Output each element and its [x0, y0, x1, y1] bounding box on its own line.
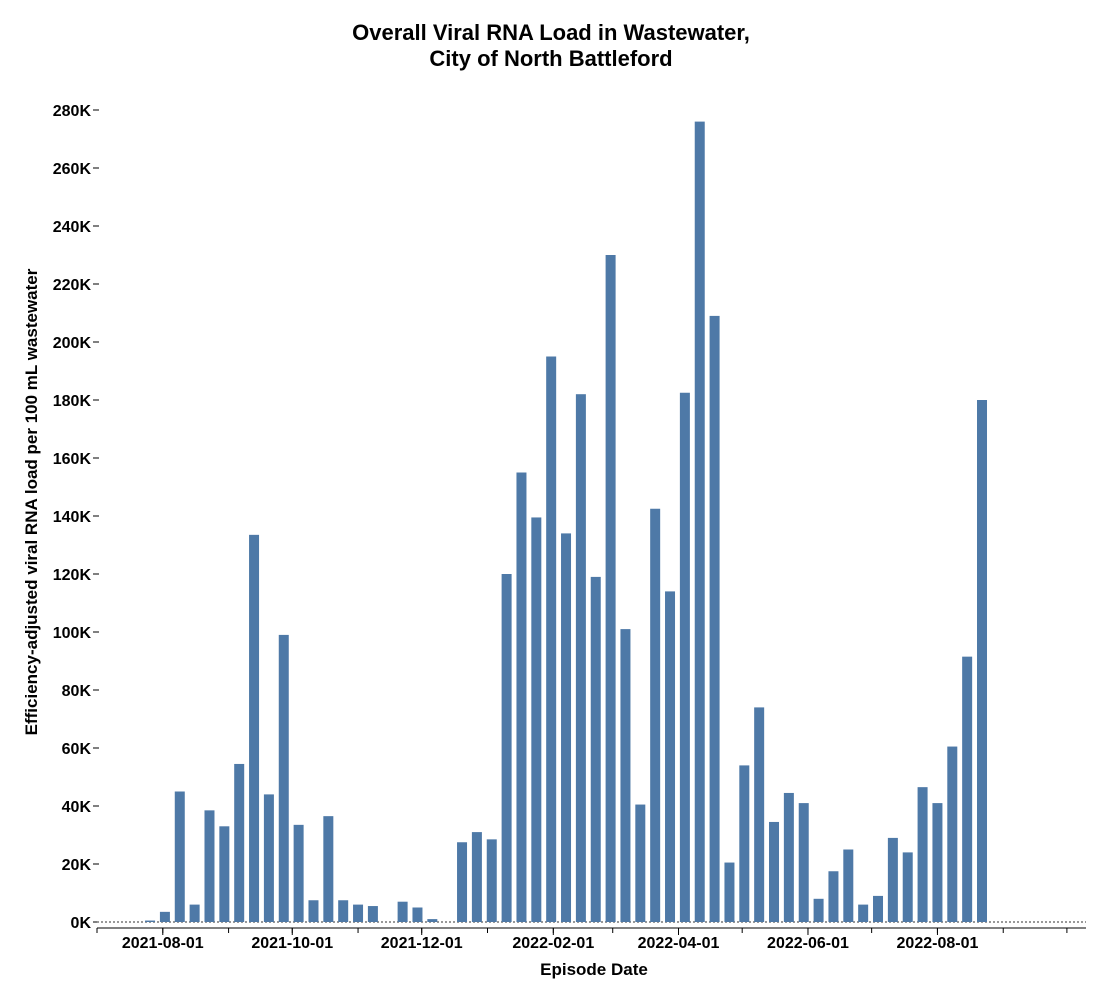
bar — [665, 591, 676, 922]
x-tick-label: 2022-02-01 — [512, 935, 594, 952]
y-axis-title: Efficiency-adjusted viral RNA load per 1… — [22, 268, 41, 735]
bar — [338, 900, 349, 922]
bar — [516, 472, 527, 922]
chart-title-line-2: City of North Battleford — [429, 46, 672, 71]
y-tick-label: 120K — [53, 567, 92, 584]
y-tick-label: 260K — [53, 161, 92, 178]
y-axis: 0K 20K 40K 60K 80K 100K 120K 140K 160K 180K 200K 22… — [53, 103, 99, 932]
bar — [234, 763, 245, 922]
y-tick-label: 140K — [53, 509, 92, 526]
y-tick-label: 100K — [53, 625, 92, 642]
y-tick-label: 80K — [62, 683, 92, 700]
bar — [546, 356, 557, 922]
bar — [561, 533, 572, 922]
bar — [471, 832, 482, 922]
bar — [204, 810, 215, 922]
bar — [650, 508, 661, 922]
bar — [590, 576, 601, 922]
bar — [293, 824, 304, 922]
bar — [575, 394, 586, 922]
bar — [145, 920, 156, 922]
x-tick-label: 2021-10-01 — [251, 935, 333, 952]
bar — [486, 839, 497, 922]
bar — [308, 900, 319, 922]
bar — [783, 792, 794, 922]
bar — [887, 837, 898, 922]
bar — [977, 400, 988, 922]
bar — [724, 862, 735, 922]
chart-title-line-1: Overall Viral RNA Load in Wastewater, — [352, 20, 750, 45]
x-tick-label: 2021-12-01 — [381, 935, 463, 952]
bar — [278, 634, 289, 922]
bar — [620, 629, 631, 922]
bar — [813, 898, 824, 922]
bar — [412, 907, 423, 922]
bars — [145, 121, 988, 923]
x-tick-label: 2022-06-01 — [767, 935, 849, 952]
bar — [858, 904, 869, 922]
bar — [828, 871, 839, 922]
bar — [739, 765, 750, 922]
x-tick-label: 2022-04-01 — [638, 935, 720, 952]
y-tick-label: 220K — [53, 277, 92, 294]
bar — [873, 895, 884, 922]
x-tick-label: 2021-08-01 — [122, 935, 204, 952]
y-tick-label: 280K — [53, 103, 92, 120]
bar — [457, 842, 468, 922]
bar — [323, 816, 334, 922]
y-tick-label: 200K — [53, 335, 92, 352]
bar — [679, 392, 690, 922]
bar — [427, 919, 438, 922]
bar — [501, 574, 512, 922]
y-tick-label: 60K — [62, 741, 92, 758]
bar — [219, 826, 230, 922]
bar — [159, 911, 170, 922]
y-tick-label: 180K — [53, 393, 92, 410]
bar — [932, 803, 943, 922]
bar — [843, 849, 854, 922]
chart-title: Overall Viral RNA Load in Wastewater, Ci… — [352, 20, 750, 71]
bar — [754, 707, 765, 922]
bar — [947, 746, 958, 922]
bar — [249, 534, 260, 922]
y-tick-label: 0K — [71, 915, 92, 932]
bar — [709, 315, 720, 922]
bar — [798, 803, 809, 922]
bar — [353, 904, 364, 922]
bar — [917, 787, 928, 922]
bar — [605, 255, 616, 922]
y-tick-label: 20K — [62, 857, 92, 874]
bar — [635, 804, 646, 922]
y-tick-label: 160K — [53, 451, 92, 468]
bar — [189, 904, 200, 922]
bar — [367, 906, 378, 922]
bar — [263, 794, 274, 922]
bar — [962, 656, 973, 922]
y-tick-label: 240K — [53, 219, 92, 236]
bar — [694, 121, 705, 923]
bar — [531, 517, 542, 922]
x-tick-label: 2022-08-01 — [897, 935, 979, 952]
bar — [397, 901, 408, 922]
x-axis-title: Episode Date — [540, 960, 648, 979]
y-tick-label: 40K — [62, 799, 92, 816]
bar — [769, 821, 780, 922]
bar — [902, 852, 913, 922]
bar — [174, 791, 185, 922]
x-axis: 2021-08-01 2021-10-01 2021-12-01 2022-02-01… — [96, 921, 1086, 952]
